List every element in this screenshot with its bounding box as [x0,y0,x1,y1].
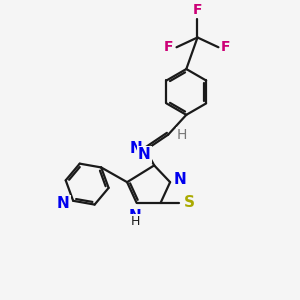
Text: F: F [164,40,174,54]
Text: F: F [193,2,202,16]
Text: H: H [177,128,188,142]
Text: S: S [184,195,195,210]
Text: N: N [138,147,151,162]
Text: F: F [221,40,231,54]
Text: N: N [130,141,142,156]
Text: N: N [129,209,142,224]
Text: N: N [173,172,186,188]
Text: H: H [130,214,140,228]
Text: N: N [57,196,70,211]
